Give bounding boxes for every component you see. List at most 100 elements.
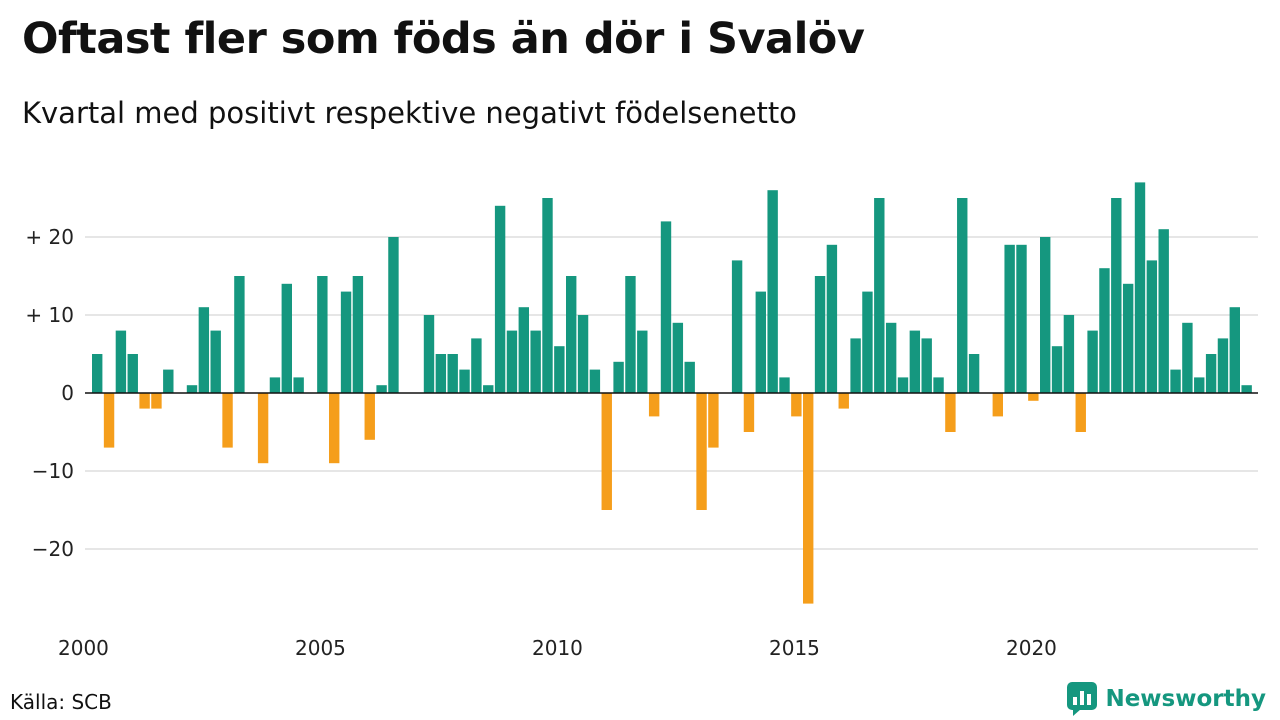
bar-positive: [447, 354, 458, 393]
bar-positive: [1194, 377, 1205, 393]
bar-positive: [234, 276, 245, 393]
bar-negative: [696, 393, 707, 510]
bar-positive: [163, 369, 174, 393]
y-axis-labels: + 20 + 10 0 −10 −20: [25, 225, 74, 561]
bar-positive: [269, 377, 281, 393]
bar-positive: [483, 385, 494, 393]
bar-negative: [708, 393, 719, 448]
bar-positive: [731, 260, 743, 393]
bar-negative: [803, 393, 814, 604]
bar-positive: [637, 330, 648, 393]
bar-positive: [1063, 315, 1075, 393]
bar-positive: [885, 322, 897, 393]
bar-positive: [281, 283, 292, 393]
bar-positive: [968, 354, 980, 393]
bar-positive: [589, 369, 601, 393]
brand-name: Newsworthy: [1105, 686, 1266, 712]
gridlines: [85, 236, 1258, 550]
bar-positive: [1111, 198, 1122, 393]
bar-positive: [933, 377, 944, 393]
bar-negative: [648, 393, 660, 417]
bar-positive: [530, 330, 541, 393]
bars: [92, 182, 1252, 604]
bar-positive: [577, 315, 589, 393]
bar-positive: [506, 330, 518, 393]
bar-positive: [613, 361, 624, 393]
bar-positive: [1051, 346, 1063, 393]
bar-positive: [376, 385, 387, 393]
bar-negative: [791, 393, 802, 417]
bar-positive: [186, 385, 198, 393]
bar-positive: [388, 237, 399, 393]
bar-positive: [494, 205, 506, 393]
bar-negative: [945, 393, 956, 432]
bar-positive: [1158, 229, 1169, 393]
bar-positive: [1040, 237, 1051, 393]
bar-positive: [423, 315, 435, 393]
x-tick-label: 2015: [769, 636, 820, 660]
bar-positive: [897, 377, 909, 393]
bar-positive: [1004, 244, 1015, 393]
bar-negative: [1028, 393, 1039, 401]
chart-subtitle: Kvartal med positivt respektive negativt…: [22, 96, 797, 130]
x-axis-labels: 2000 2005 2010 2015 2020: [58, 636, 1057, 660]
bar-positive: [1016, 244, 1027, 393]
bar-positive: [542, 198, 553, 393]
bar-positive: [1087, 330, 1098, 393]
brand-logo: Newsworthy: [1067, 682, 1266, 716]
bar-positive: [317, 276, 328, 393]
bar-negative: [151, 393, 162, 409]
bar-positive: [518, 307, 529, 393]
bar-positive: [1182, 322, 1193, 393]
bar-positive: [1122, 283, 1134, 393]
bar-positive: [672, 322, 684, 393]
bar-positive: [909, 330, 921, 393]
bar-positive: [850, 338, 861, 393]
bar-positive: [874, 198, 885, 393]
y-tick-label: −20: [32, 537, 74, 561]
bar-positive: [826, 244, 838, 393]
bar-negative: [103, 393, 115, 448]
bar-negative: [364, 393, 375, 440]
x-tick-label: 2005: [295, 636, 346, 660]
y-tick-label: 0: [61, 381, 74, 405]
bar-positive: [210, 330, 221, 393]
y-tick-label: + 20: [25, 225, 74, 249]
bar-positive: [767, 190, 778, 393]
bar-negative: [222, 393, 233, 448]
bar-positive: [814, 276, 826, 393]
bar-positive: [115, 330, 127, 393]
bar-positive: [779, 377, 790, 393]
bar-positive: [566, 276, 577, 393]
bar-positive: [625, 276, 636, 393]
bar-positive: [1099, 268, 1110, 393]
bar-negative: [329, 393, 340, 464]
bar-positive: [755, 291, 766, 393]
bar-negative: [257, 393, 269, 464]
bar-positive: [862, 291, 873, 393]
bar-positive: [435, 354, 447, 393]
bar-negative: [1075, 393, 1086, 432]
bar-chart: + 20 + 10 0 −10 −20 2000 2005 2010 2015 2020: [25, 182, 1258, 660]
x-tick-label: 2020: [1006, 636, 1057, 660]
bar-negative: [601, 393, 612, 510]
bar-positive: [198, 307, 210, 393]
bar-positive: [1217, 338, 1229, 393]
bar-positive: [1205, 354, 1217, 393]
newsworthy-logo-icon: [1067, 682, 1098, 716]
bar-positive: [340, 291, 352, 393]
bar-positive: [1241, 385, 1252, 393]
bar-positive: [1170, 369, 1181, 393]
bar-positive: [957, 198, 968, 393]
y-tick-label: + 10: [25, 303, 74, 327]
bar-positive: [92, 354, 103, 393]
bar-negative: [743, 393, 755, 432]
bar-positive: [352, 276, 364, 393]
bar-positive: [554, 346, 565, 393]
bar-positive: [1134, 182, 1146, 393]
bar-positive: [293, 377, 304, 393]
bar-positive: [684, 361, 695, 393]
x-tick-label: 2000: [58, 636, 109, 660]
x-tick-label: 2010: [532, 636, 583, 660]
y-tick-label: −10: [32, 459, 74, 483]
